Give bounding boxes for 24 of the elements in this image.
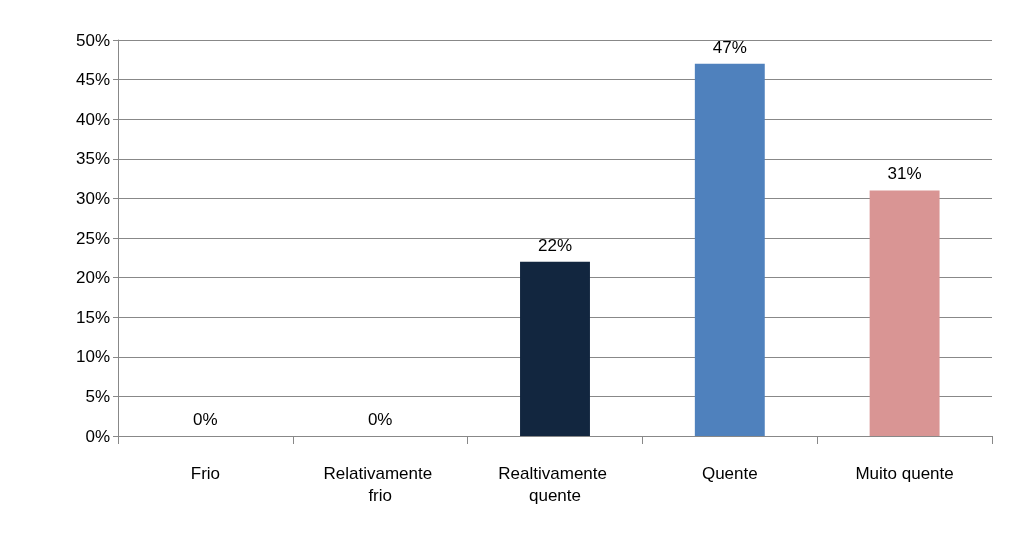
bar	[520, 261, 590, 436]
y-tick-label: 15%	[75, 307, 110, 327]
data-label: 0%	[193, 410, 218, 429]
y-tick-label: 35%	[75, 149, 110, 169]
y-tick-label: 0%	[85, 426, 110, 446]
x-tick-label: Quente	[701, 463, 758, 483]
bar	[694, 63, 765, 436]
y-tick-label: 30%	[75, 188, 110, 208]
y-tick-label: 25%	[75, 228, 110, 248]
data-label: 47%	[712, 37, 747, 57]
y-tick-label: 50%	[75, 30, 110, 50]
x-tick-label: Frio	[190, 463, 221, 483]
x-tick-label: Relativamente frio	[323, 463, 437, 505]
y-tick-label: 5%	[85, 386, 110, 406]
y-tick-label: 10%	[75, 347, 110, 367]
y-tick-label: 45%	[75, 70, 110, 90]
x-tick-label: Realtivamente quente	[498, 463, 612, 505]
y-tick-label: 40%	[75, 109, 110, 129]
x-tick-label: Muito quente	[855, 463, 954, 483]
data-label: 22%	[537, 235, 573, 255]
data-label: 0%	[367, 410, 393, 429]
data-label: 31%	[887, 164, 922, 184]
y-tick-label: 20%	[75, 268, 110, 288]
bar	[869, 190, 940, 436]
